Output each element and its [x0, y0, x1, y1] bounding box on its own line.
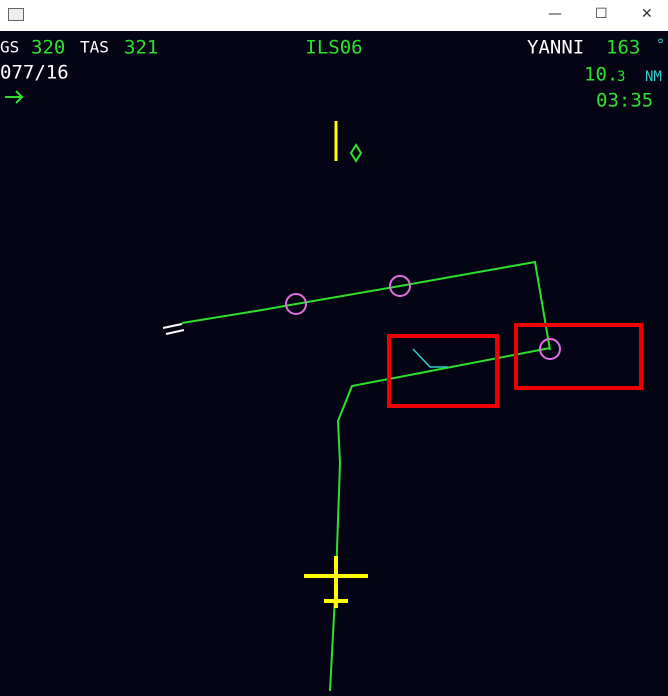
minimize[interactable]: — — [548, 6, 562, 22]
gs: 320 — [31, 37, 65, 59]
wpt-name: YANNI — [527, 37, 584, 59]
distance-small: 3 — [617, 69, 625, 85]
tas-label: TAS — [80, 38, 109, 57]
nav-display: GS 320 TAS 321 077/16 ILS06 YANNI 163 ° … — [0, 31, 668, 696]
wind-vector — [412, 348, 448, 368]
eta: 03:35 — [596, 90, 653, 112]
aircraft — [304, 556, 368, 608]
constraint — [389, 275, 411, 297]
constraint — [539, 338, 561, 360]
route — [181, 260, 551, 351]
unit: NM — [645, 69, 662, 85]
highlight-box — [387, 334, 499, 408]
close[interactable]: ✕ — [641, 6, 653, 22]
distance: 10. — [584, 64, 618, 86]
runway — [162, 323, 185, 335]
track-diamond — [349, 143, 363, 163]
title-bar: — ☐ ✕ — [0, 0, 668, 32]
gs-label: GS — [0, 38, 19, 57]
highlight-box — [514, 323, 643, 390]
wpt-bearing: 163 — [606, 37, 640, 59]
degree: ° — [656, 36, 665, 54]
tas: 321 — [124, 37, 158, 59]
maximize[interactable]: ☐ — [595, 6, 608, 22]
constraint — [285, 293, 307, 315]
app-icon — [8, 8, 24, 21]
approach: ILS06 — [305, 37, 362, 59]
wind-arrow — [5, 90, 24, 104]
wind: 077/16 — [0, 62, 69, 84]
